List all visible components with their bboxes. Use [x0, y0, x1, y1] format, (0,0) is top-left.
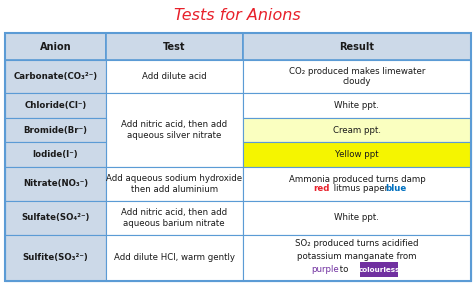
Bar [5, 93, 106, 118]
Text: White ppt.: White ppt. [335, 213, 379, 223]
Bar [106, 60, 243, 93]
Bar [5, 118, 106, 142]
Bar [243, 142, 471, 167]
Text: Chloride(Cl⁻): Chloride(Cl⁻) [24, 101, 87, 110]
Text: Add dilute acid: Add dilute acid [142, 72, 207, 81]
Text: to: to [337, 265, 351, 274]
Text: Bromide(Br⁻): Bromide(Br⁻) [24, 126, 88, 134]
Bar [5, 33, 471, 281]
Bar [243, 93, 471, 118]
Bar [106, 33, 243, 60]
Bar [243, 167, 471, 201]
Bar [243, 60, 471, 93]
Bar [5, 201, 106, 235]
Bar [106, 235, 243, 281]
Text: red: red [313, 184, 329, 193]
Bar [106, 201, 243, 235]
Text: Result: Result [339, 41, 374, 51]
Bar [243, 33, 471, 60]
Text: Test: Test [163, 41, 185, 51]
Text: CO₂ produced makes limewater
cloudy: CO₂ produced makes limewater cloudy [289, 67, 425, 86]
Bar [5, 167, 106, 201]
Text: Add nitric acid, then add
aqueous barium nitrate: Add nitric acid, then add aqueous barium… [121, 208, 227, 228]
Text: Sulfite(SO₃²⁻): Sulfite(SO₃²⁻) [23, 253, 88, 262]
Text: Ammonia produced turns damp: Ammonia produced turns damp [289, 175, 425, 184]
Bar [5, 235, 106, 281]
Text: blue: blue [385, 184, 407, 193]
Text: potassium manganate from: potassium manganate from [297, 252, 417, 261]
Text: Anion: Anion [40, 41, 71, 51]
Bar [5, 142, 106, 167]
Text: Iodide(I⁻): Iodide(I⁻) [33, 150, 78, 159]
Text: litmus paper: litmus paper [331, 184, 391, 193]
Bar [5, 33, 106, 60]
Text: Add aqueous sodium hydroxide
then add aluminium: Add aqueous sodium hydroxide then add al… [106, 174, 242, 194]
Text: Sulfate(SO₄²⁻): Sulfate(SO₄²⁻) [21, 213, 90, 223]
Text: purple: purple [311, 265, 338, 274]
Text: Cream ppt.: Cream ppt. [333, 126, 381, 134]
Text: Add nitric acid, then add
aqueous silver nitrate: Add nitric acid, then add aqueous silver… [121, 120, 227, 140]
Text: White ppt.: White ppt. [335, 101, 379, 110]
Bar [360, 263, 399, 277]
Text: Nitrate(NO₃⁻): Nitrate(NO₃⁻) [23, 180, 88, 188]
Bar [106, 93, 243, 167]
Text: Tests for Anions: Tests for Anions [173, 8, 301, 23]
Bar [243, 118, 471, 142]
Bar [5, 60, 106, 93]
Bar [243, 235, 471, 281]
Bar [243, 201, 471, 235]
Text: Add dilute HCl, warm gently: Add dilute HCl, warm gently [114, 253, 235, 262]
Text: Carbonate(CO₃²⁻): Carbonate(CO₃²⁻) [13, 72, 98, 81]
Text: Yellow ppt: Yellow ppt [335, 150, 379, 159]
Bar [106, 167, 243, 201]
Text: SO₂ produced turns acidified: SO₂ produced turns acidified [295, 239, 419, 247]
Text: colourless: colourless [358, 267, 400, 273]
